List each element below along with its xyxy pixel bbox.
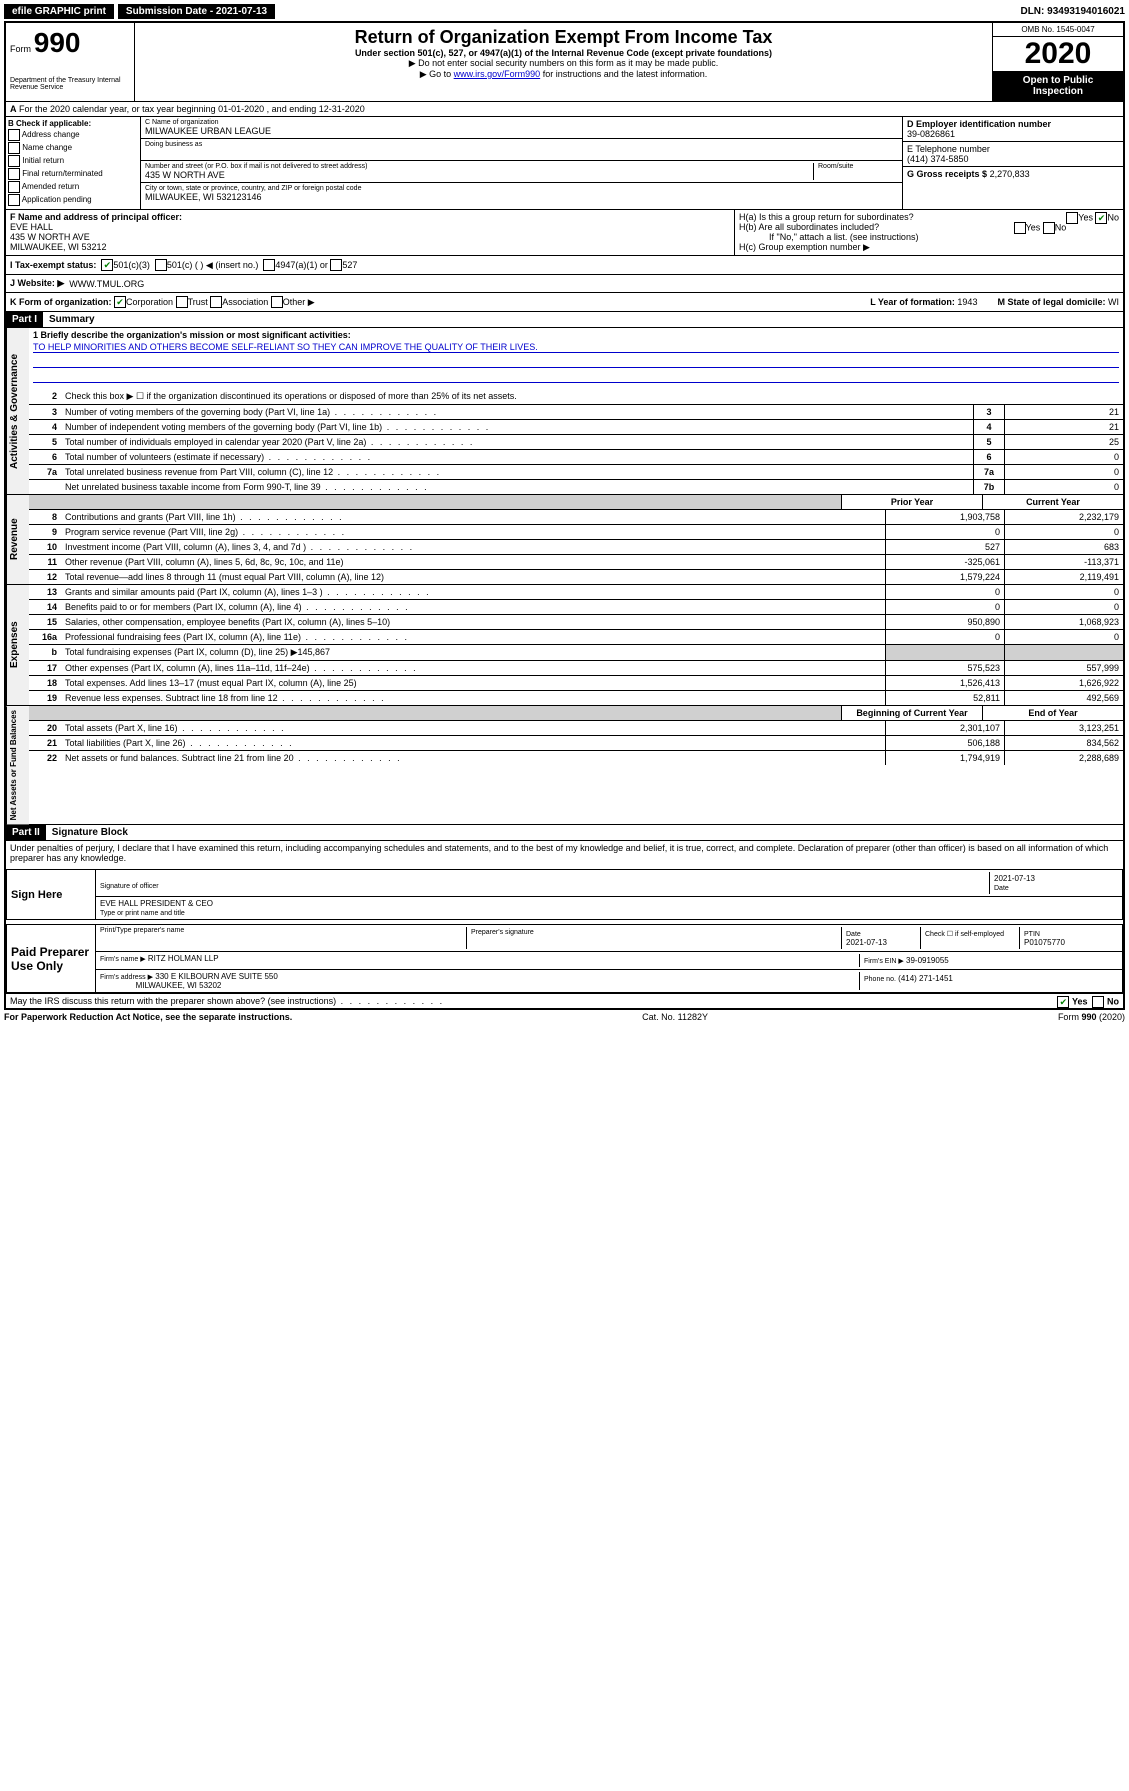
perjury-text: Under penalties of perjury, I declare th… bbox=[6, 841, 1123, 865]
footer-row: For Paperwork Reduction Act Notice, see … bbox=[4, 1010, 1125, 1024]
part1-header-row: Part I Summary bbox=[6, 312, 1123, 328]
expenses-vert-label: Expenses bbox=[6, 585, 29, 705]
org-street: 435 W NORTH AVE bbox=[145, 170, 813, 180]
governance-vert-label: Activities & Governance bbox=[6, 328, 29, 494]
ein-value: 39-0826861 bbox=[907, 129, 955, 139]
tax-exempt-row: I Tax-exempt status: 501(c)(3) 501(c) ( … bbox=[6, 256, 1123, 275]
website-row: J Website: ▶ WWW.TMUL.ORG bbox=[6, 275, 1123, 293]
501c3-check[interactable] bbox=[101, 259, 113, 271]
officer-cell: F Name and address of principal officer:… bbox=[6, 210, 735, 255]
h-questions-cell: H(a) Is this a group return for subordin… bbox=[735, 210, 1123, 255]
paid-preparer-label: Paid Preparer Use Only bbox=[7, 925, 96, 992]
form-subtitle: Under section 501(c), 527, or 4947(a)(1)… bbox=[139, 48, 988, 58]
submission-date-button[interactable]: Submission Date - 2021-07-13 bbox=[118, 4, 275, 19]
omb-label: OMB No. 1545-0047 bbox=[993, 23, 1123, 37]
part2-header-row: Part II Signature Block bbox=[6, 825, 1123, 841]
mission-text: TO HELP MINORITIES AND OTHERS BECOME SEL… bbox=[33, 342, 1119, 353]
net-assets-section: Net Assets or Fund Balances Beginning of… bbox=[6, 706, 1123, 825]
name-change-check[interactable]: Name change bbox=[8, 142, 138, 154]
open-public-badge: Open to Public Inspection bbox=[993, 71, 1123, 101]
note-ssn: ▶ Do not enter social security numbers o… bbox=[139, 58, 988, 69]
app-pending-check[interactable]: Application pending bbox=[8, 194, 138, 206]
cat-no: Cat. No. 11282Y bbox=[642, 1012, 708, 1022]
revenue-vert-label: Revenue bbox=[6, 495, 29, 584]
governance-section: Activities & Governance 1 Briefly descri… bbox=[6, 328, 1123, 495]
discuss-row: May the IRS discuss this return with the… bbox=[6, 993, 1123, 1008]
org-city: MILWAUKEE, WI 532123146 bbox=[145, 192, 898, 202]
form-org-row: K Form of organization: Corporation Trus… bbox=[6, 293, 1123, 312]
header-row: Form 990 Department of the Treasury Inte… bbox=[6, 23, 1123, 102]
addr-change-check[interactable]: Address change bbox=[8, 129, 138, 141]
form-number: 990 bbox=[34, 27, 81, 58]
irs-link[interactable]: www.irs.gov/Form990 bbox=[454, 69, 541, 79]
year-cell: OMB No. 1545-0047 2020 Open to Public In… bbox=[993, 23, 1123, 101]
part2-title: Signature Block bbox=[46, 825, 134, 840]
expenses-section: Expenses 13Grants and similar amounts pa… bbox=[6, 585, 1123, 706]
ein-phone-col: D Employer identification number 39-0826… bbox=[903, 117, 1123, 209]
tax-year: 2020 bbox=[993, 37, 1123, 71]
form-container: Form 990 Department of the Treasury Inte… bbox=[4, 21, 1125, 1010]
gross-receipts: 2,270,833 bbox=[990, 169, 1030, 179]
net-assets-vert-label: Net Assets or Fund Balances bbox=[6, 706, 29, 824]
paid-preparer-block: Paid Preparer Use Only Print/Type prepar… bbox=[6, 924, 1123, 993]
info-grid-top: B Check if applicable: Address change Na… bbox=[6, 117, 1123, 210]
dln-label: DLN: 93493194016021 bbox=[1020, 6, 1125, 17]
title-cell: Return of Organization Exempt From Incom… bbox=[135, 23, 993, 101]
form-title: Return of Organization Exempt From Incom… bbox=[139, 27, 988, 48]
amended-return-check[interactable]: Amended return bbox=[8, 181, 138, 193]
check-applicable-col: B Check if applicable: Address change Na… bbox=[6, 117, 141, 209]
officer-h-row: F Name and address of principal officer:… bbox=[6, 210, 1123, 256]
org-info-col: C Name of organization MILWAUKEE URBAN L… bbox=[141, 117, 903, 209]
calendar-year-row: A For the 2020 calendar year, or tax yea… bbox=[6, 102, 1123, 117]
form-ref: Form 990 (2020) bbox=[1058, 1012, 1125, 1022]
initial-return-check[interactable]: Initial return bbox=[8, 155, 138, 167]
dept-label: Department of the Treasury Internal Reve… bbox=[10, 77, 130, 91]
final-return-check[interactable]: Final return/terminated bbox=[8, 168, 138, 180]
pra-notice: For Paperwork Reduction Act Notice, see … bbox=[4, 1012, 292, 1022]
note-goto: ▶ Go to www.irs.gov/Form990 for instruct… bbox=[139, 69, 988, 80]
phone-value: (414) 374-5850 bbox=[907, 154, 969, 164]
part1-badge: Part I bbox=[6, 312, 43, 327]
sign-here-label: Sign Here bbox=[7, 870, 96, 919]
part2-badge: Part II bbox=[6, 825, 46, 840]
form-number-cell: Form 990 Department of the Treasury Inte… bbox=[6, 23, 135, 101]
website-value: WWW.TMUL.ORG bbox=[69, 279, 144, 289]
org-name: MILWAUKEE URBAN LEAGUE bbox=[145, 126, 898, 136]
revenue-section: Revenue Prior YearCurrent Year 8Contribu… bbox=[6, 495, 1123, 585]
top-toolbar: efile GRAPHIC print Submission Date - 20… bbox=[4, 4, 1125, 19]
sign-here-block: Sign Here Signature of officer 2021-07-1… bbox=[6, 869, 1123, 920]
part1-title: Summary bbox=[43, 312, 101, 327]
form-label: Form bbox=[10, 44, 31, 54]
efile-button[interactable]: efile GRAPHIC print bbox=[4, 4, 114, 19]
